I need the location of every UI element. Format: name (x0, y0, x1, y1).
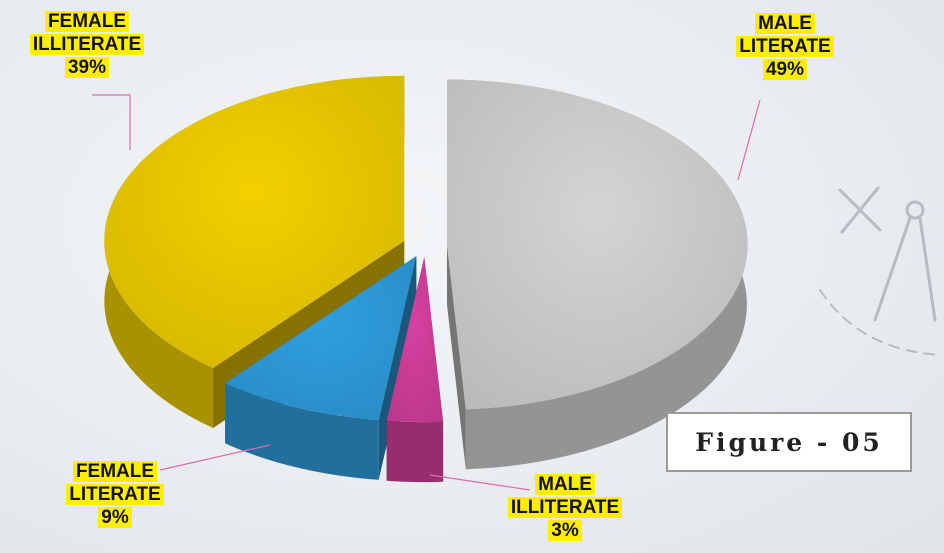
figure-caption: Figure - 05 (666, 412, 912, 472)
pie-slice (104, 75, 405, 369)
pie-slice (225, 256, 417, 420)
pie-slice (386, 257, 444, 423)
data-label: MALE ILLITERATE 3% (500, 473, 630, 542)
data-label: FEMALE ILLITERATE 39% (22, 10, 152, 79)
slice-side (225, 383, 379, 480)
data-label: MALE LITERATE 49% (720, 12, 850, 81)
leader-lines (92, 94, 761, 491)
data-label: FEMALE LITERATE 9% (50, 460, 180, 529)
slice-wall (447, 244, 466, 470)
pie-slice (447, 79, 748, 410)
slice-side (386, 420, 444, 483)
decor-compass (819, 186, 941, 356)
